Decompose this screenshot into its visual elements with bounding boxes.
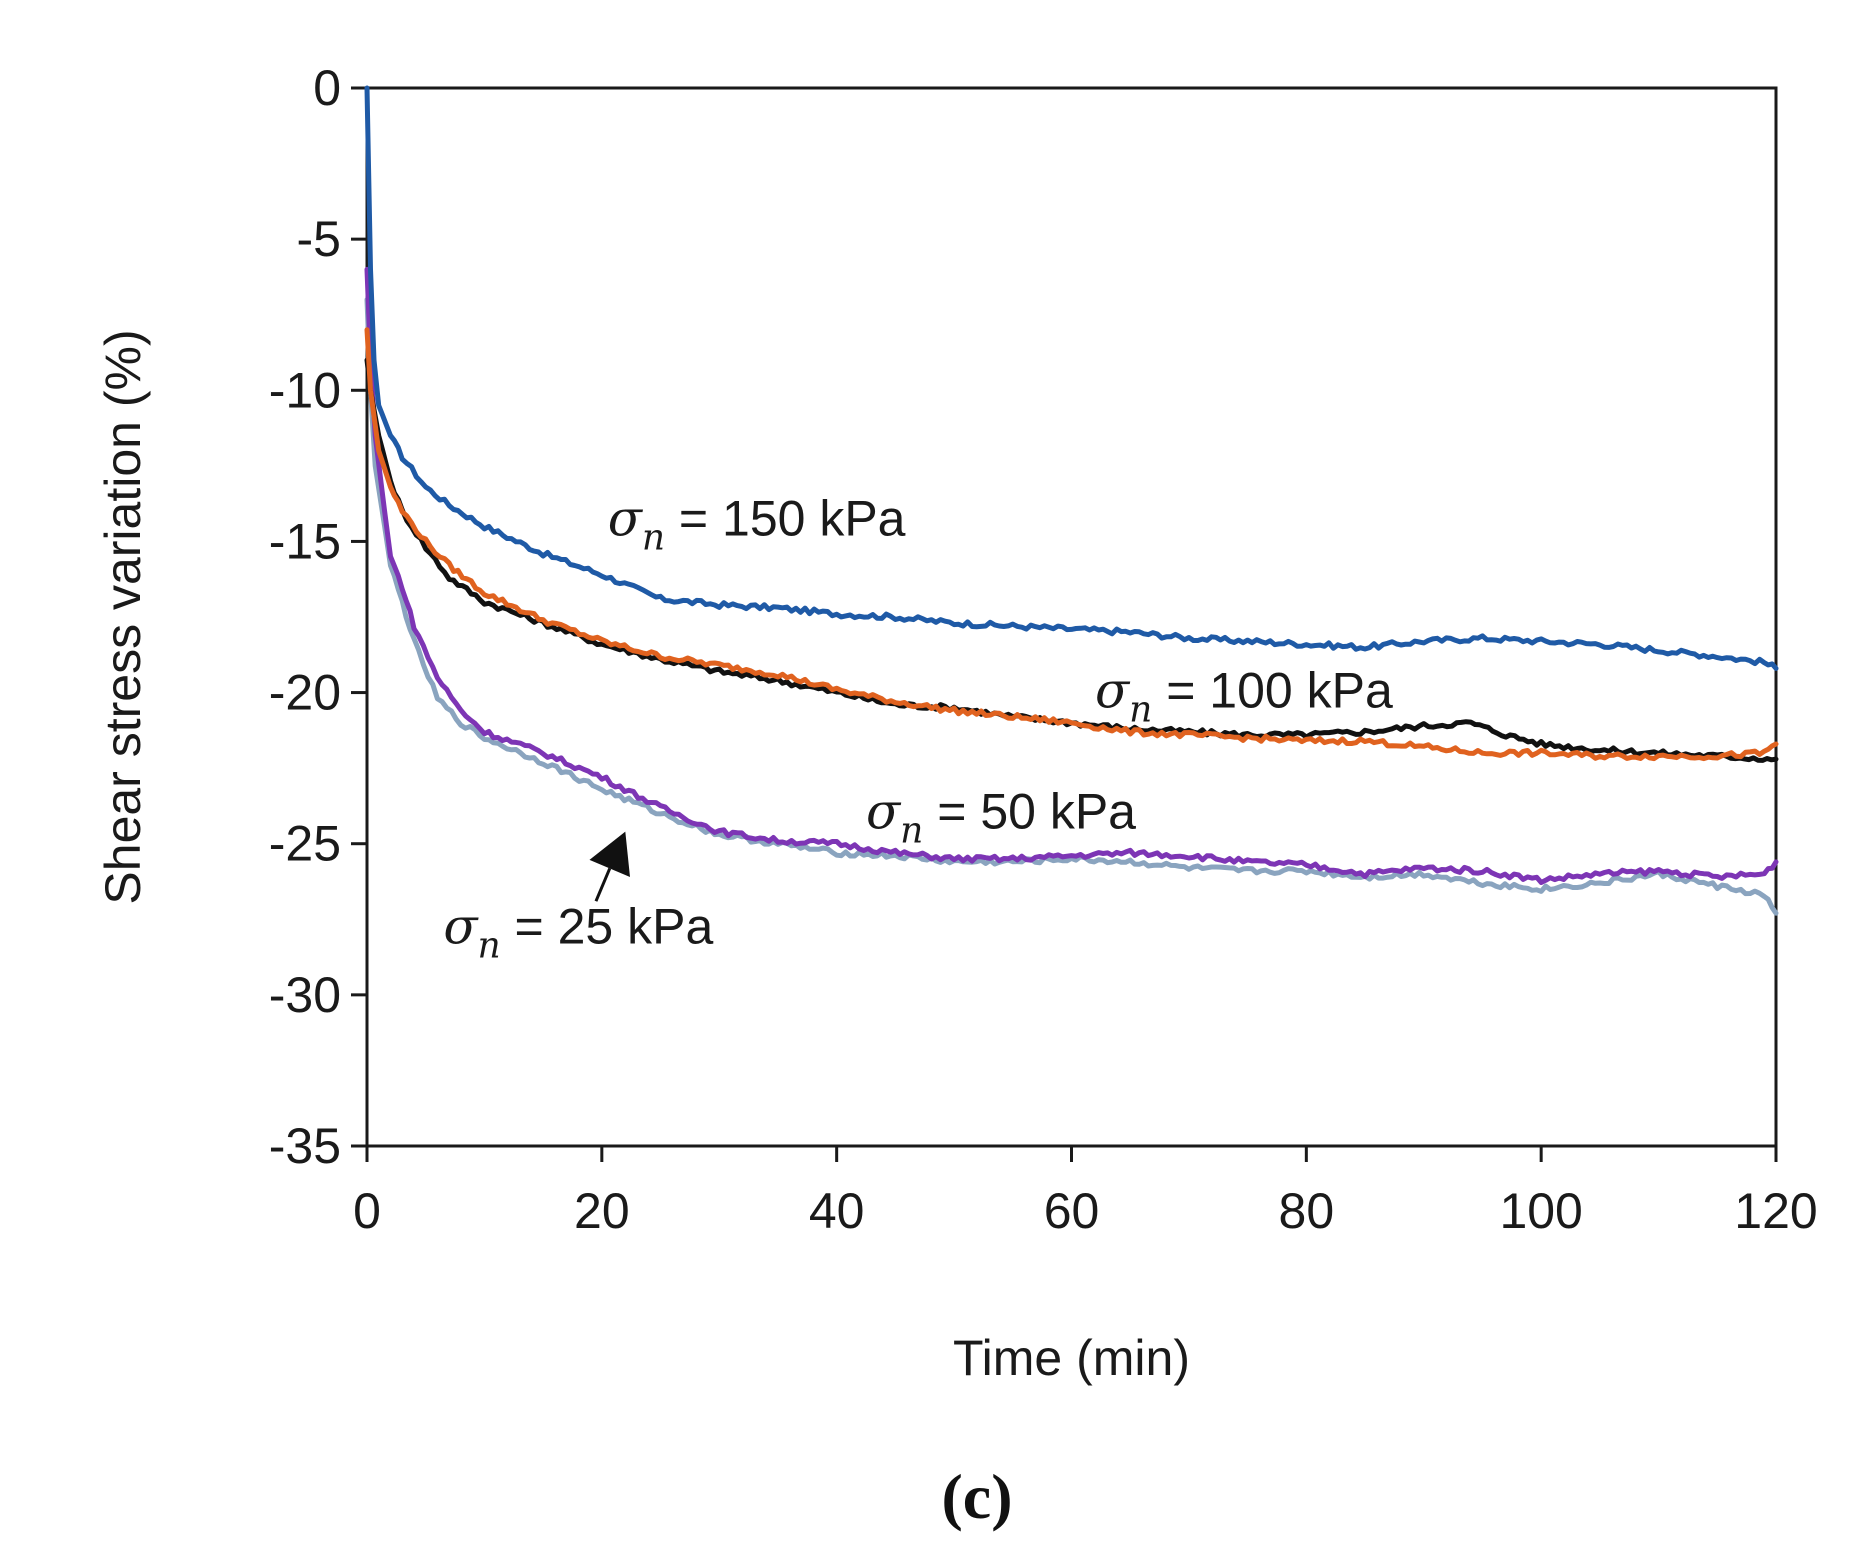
- y-tick-label: -5: [297, 211, 341, 267]
- series-annotation: σn = 50 kPa: [866, 783, 1136, 852]
- x-tick-label: 0: [353, 1183, 381, 1239]
- series-annotation: σn = 100 kPa: [1095, 662, 1393, 731]
- series-line-0: [364, 85, 1779, 671]
- plot-area-frame: [365, 86, 1778, 1148]
- series-line-1: [364, 357, 1779, 763]
- y-tick-label: -10: [269, 362, 341, 418]
- y-tick-label: -20: [269, 665, 341, 721]
- x-tick-label: 80: [1279, 1183, 1335, 1239]
- series-line-2: [364, 327, 1779, 762]
- series-line-3: [364, 266, 1779, 885]
- y-tick-label: -15: [269, 513, 341, 569]
- y-tick-label: 0: [313, 60, 341, 116]
- x-tick-label: 40: [809, 1183, 865, 1239]
- y-axis-title: Shear stress variation (%): [95, 329, 151, 904]
- x-axis-title: Time (min): [953, 1330, 1190, 1386]
- x-tick-label: 60: [1044, 1183, 1100, 1239]
- x-tick-label: 120: [1734, 1183, 1817, 1239]
- series-line-4: [364, 297, 1779, 916]
- y-tick-label: -30: [269, 967, 341, 1023]
- series-annotation: σn = 150 kPa: [608, 489, 906, 558]
- annotation-arrow-shaft: [594, 867, 612, 902]
- annotation-arrow-head: [589, 831, 630, 877]
- panel-label: (c): [941, 1461, 1012, 1532]
- y-tick-label: -25: [269, 816, 341, 872]
- series-annotation: σn = 25 kPa: [443, 897, 713, 966]
- y-tick-label: -35: [269, 1118, 341, 1174]
- x-tick-label: 20: [574, 1183, 630, 1239]
- x-tick-label: 100: [1499, 1183, 1582, 1239]
